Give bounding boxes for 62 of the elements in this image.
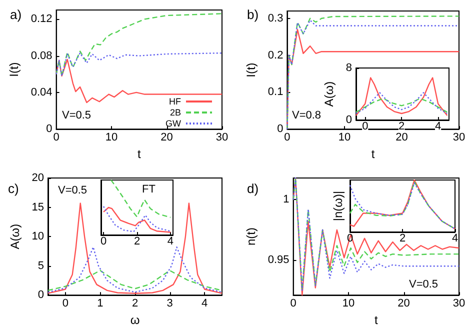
x-tick-label: 0 (100, 236, 107, 248)
x-tick-label: 20 (160, 132, 173, 144)
y-tick-label: 0.3 (268, 12, 284, 24)
y-tick-label: 0.95 (268, 254, 290, 266)
annotation: V=0.8 (292, 110, 322, 122)
line-series (56, 52, 223, 77)
y-tick-label: 15 (32, 201, 44, 214)
y-tick-label: 20 (32, 172, 44, 184)
y-tick-label: 8 (346, 62, 352, 74)
x-axis-title: t (374, 313, 378, 327)
x-tick-label: 20 (398, 298, 410, 310)
y-tick-label: 0.04 (30, 86, 52, 98)
x-tick-label: 4 (202, 298, 208, 310)
y-axis-title: I(t) (244, 62, 258, 78)
chart-title: a) (10, 7, 22, 22)
y-tick-label: 0 (38, 289, 44, 302)
x-tick-label: 1 (97, 298, 104, 310)
line-series (355, 92, 448, 114)
x-tick-label: 2 (132, 298, 138, 310)
line-series (355, 98, 448, 113)
x-axis-title: t (137, 147, 142, 161)
chart-title: d) (247, 181, 259, 196)
x-axis-title: ω (130, 313, 140, 327)
legend-label: 2B (170, 108, 181, 118)
chart-title: b) (247, 7, 259, 22)
y-axis-title: I(t) (7, 62, 21, 77)
y-tick-label: 0.2 (268, 49, 284, 62)
x-tick-label: 4 (435, 120, 442, 132)
y-axis-title: n(t) (244, 228, 258, 246)
line-series (56, 13, 223, 77)
y-axis-title: A(ω) (8, 224, 22, 250)
x-tick-label: 20 (396, 132, 408, 144)
x-tick-label: 30 (452, 298, 466, 310)
y-axis-title: |n(ω)| (331, 190, 345, 222)
line-series (355, 77, 448, 116)
x-tick-label: 2 (134, 236, 140, 248)
chart-title: c) (8, 181, 19, 196)
x-tick-label: 0 (62, 298, 68, 310)
x-tick-label: 2 (399, 232, 406, 244)
x-tick-label: 30 (216, 132, 228, 144)
x-tick-label: 0 (362, 120, 368, 132)
x-tick-label: 4 (167, 236, 174, 248)
x-axis-title: t (371, 147, 376, 161)
annotation: V=0.5 (58, 184, 88, 196)
x-tick-label: 4 (452, 232, 458, 244)
legend-label: HF (169, 96, 182, 106)
line-series (56, 58, 223, 104)
y-axis-title: A(ω) (322, 81, 336, 107)
y-tick-label: 0.08 (30, 50, 52, 62)
line-series (47, 246, 223, 293)
legend-label: GW (166, 118, 182, 128)
annotation: V=0.5 (62, 110, 92, 122)
x-tick-label: 3 (166, 298, 173, 310)
y-tick-label: 1 (283, 194, 290, 206)
annotation: FT (142, 184, 156, 196)
y-tick-label: 0.12 (30, 13, 52, 26)
x-tick-label: 10 (105, 132, 118, 144)
x-tick-label: 30 (452, 132, 466, 144)
annotation: V=0.5 (409, 278, 438, 290)
y-tick-label: 0.1 (268, 86, 284, 98)
y-tick-label: 5 (38, 260, 44, 272)
x-tick-label: 2 (398, 120, 405, 132)
